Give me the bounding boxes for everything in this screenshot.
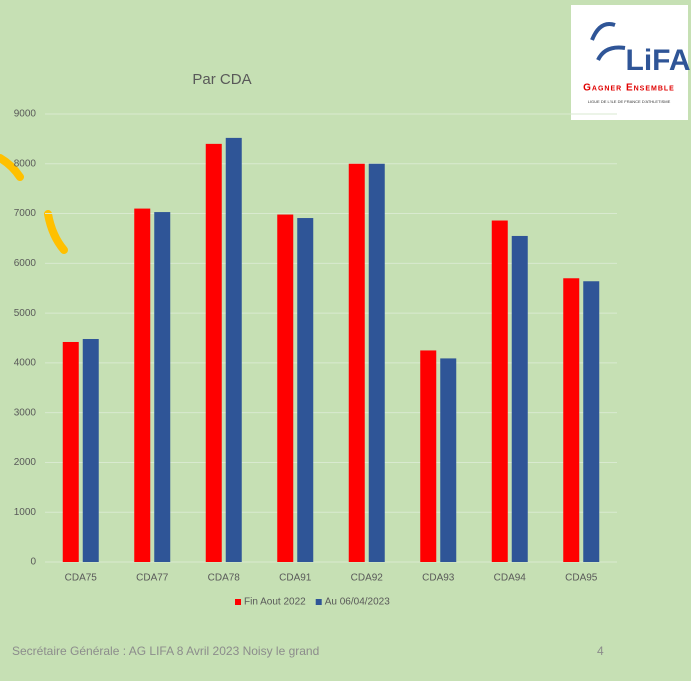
bar [491,220,508,562]
logo-icon [590,22,626,61]
bar [420,350,437,562]
bar [154,212,171,562]
x-tick-label: CDA94 [494,573,527,584]
y-tick-label: 0 [30,557,36,568]
x-tick-label: CDA78 [208,573,241,584]
page-number: 4 [597,644,604,658]
y-tick-label: 2000 [14,457,37,468]
logo-subtitle: LIGUE DE L'ILE DE FRANCE D'ATHLETISME [588,99,671,104]
bar [297,218,314,562]
y-tick-label: 3000 [14,407,37,418]
bar [368,163,385,562]
decoration [44,210,68,254]
y-tick-label: 8000 [14,158,37,169]
x-tick-label: CDA93 [422,573,455,584]
bar [62,341,79,562]
y-tick-label: 1000 [14,507,37,518]
bar [134,208,151,563]
bar [225,137,242,563]
bar [563,278,580,562]
chart-title: Par CDA [192,71,251,88]
decoration [0,154,24,181]
y-tick-label: 7000 [14,208,37,219]
logo-name: LiFA [626,44,691,77]
legend-label: Fin Aout 2022 [244,597,306,608]
legend-swatch [235,599,241,605]
y-tick-label: 4000 [14,358,37,369]
logo-tagline: Gagner Ensemble [583,83,675,94]
y-tick-label: 6000 [14,258,37,269]
x-tick-label: CDA92 [351,573,384,584]
footer-text: Secrétaire Générale : AG LIFA 8 Avril 20… [12,644,319,658]
y-tick-label: 9000 [14,109,37,120]
bar [583,281,600,562]
bar [82,338,99,562]
legend-label: Au 06/04/2023 [325,597,390,608]
x-tick-label: CDA91 [279,573,312,584]
y-tick-label: 5000 [14,308,37,319]
bar [511,235,528,562]
bar [440,358,457,562]
x-tick-label: CDA77 [136,573,169,584]
bar [205,143,222,562]
bar [348,163,365,562]
bar [277,214,294,562]
x-tick-label: CDA75 [65,573,98,584]
legend-swatch [315,599,322,605]
x-tick-label: CDA95 [565,573,598,584]
logo-box [571,5,688,120]
